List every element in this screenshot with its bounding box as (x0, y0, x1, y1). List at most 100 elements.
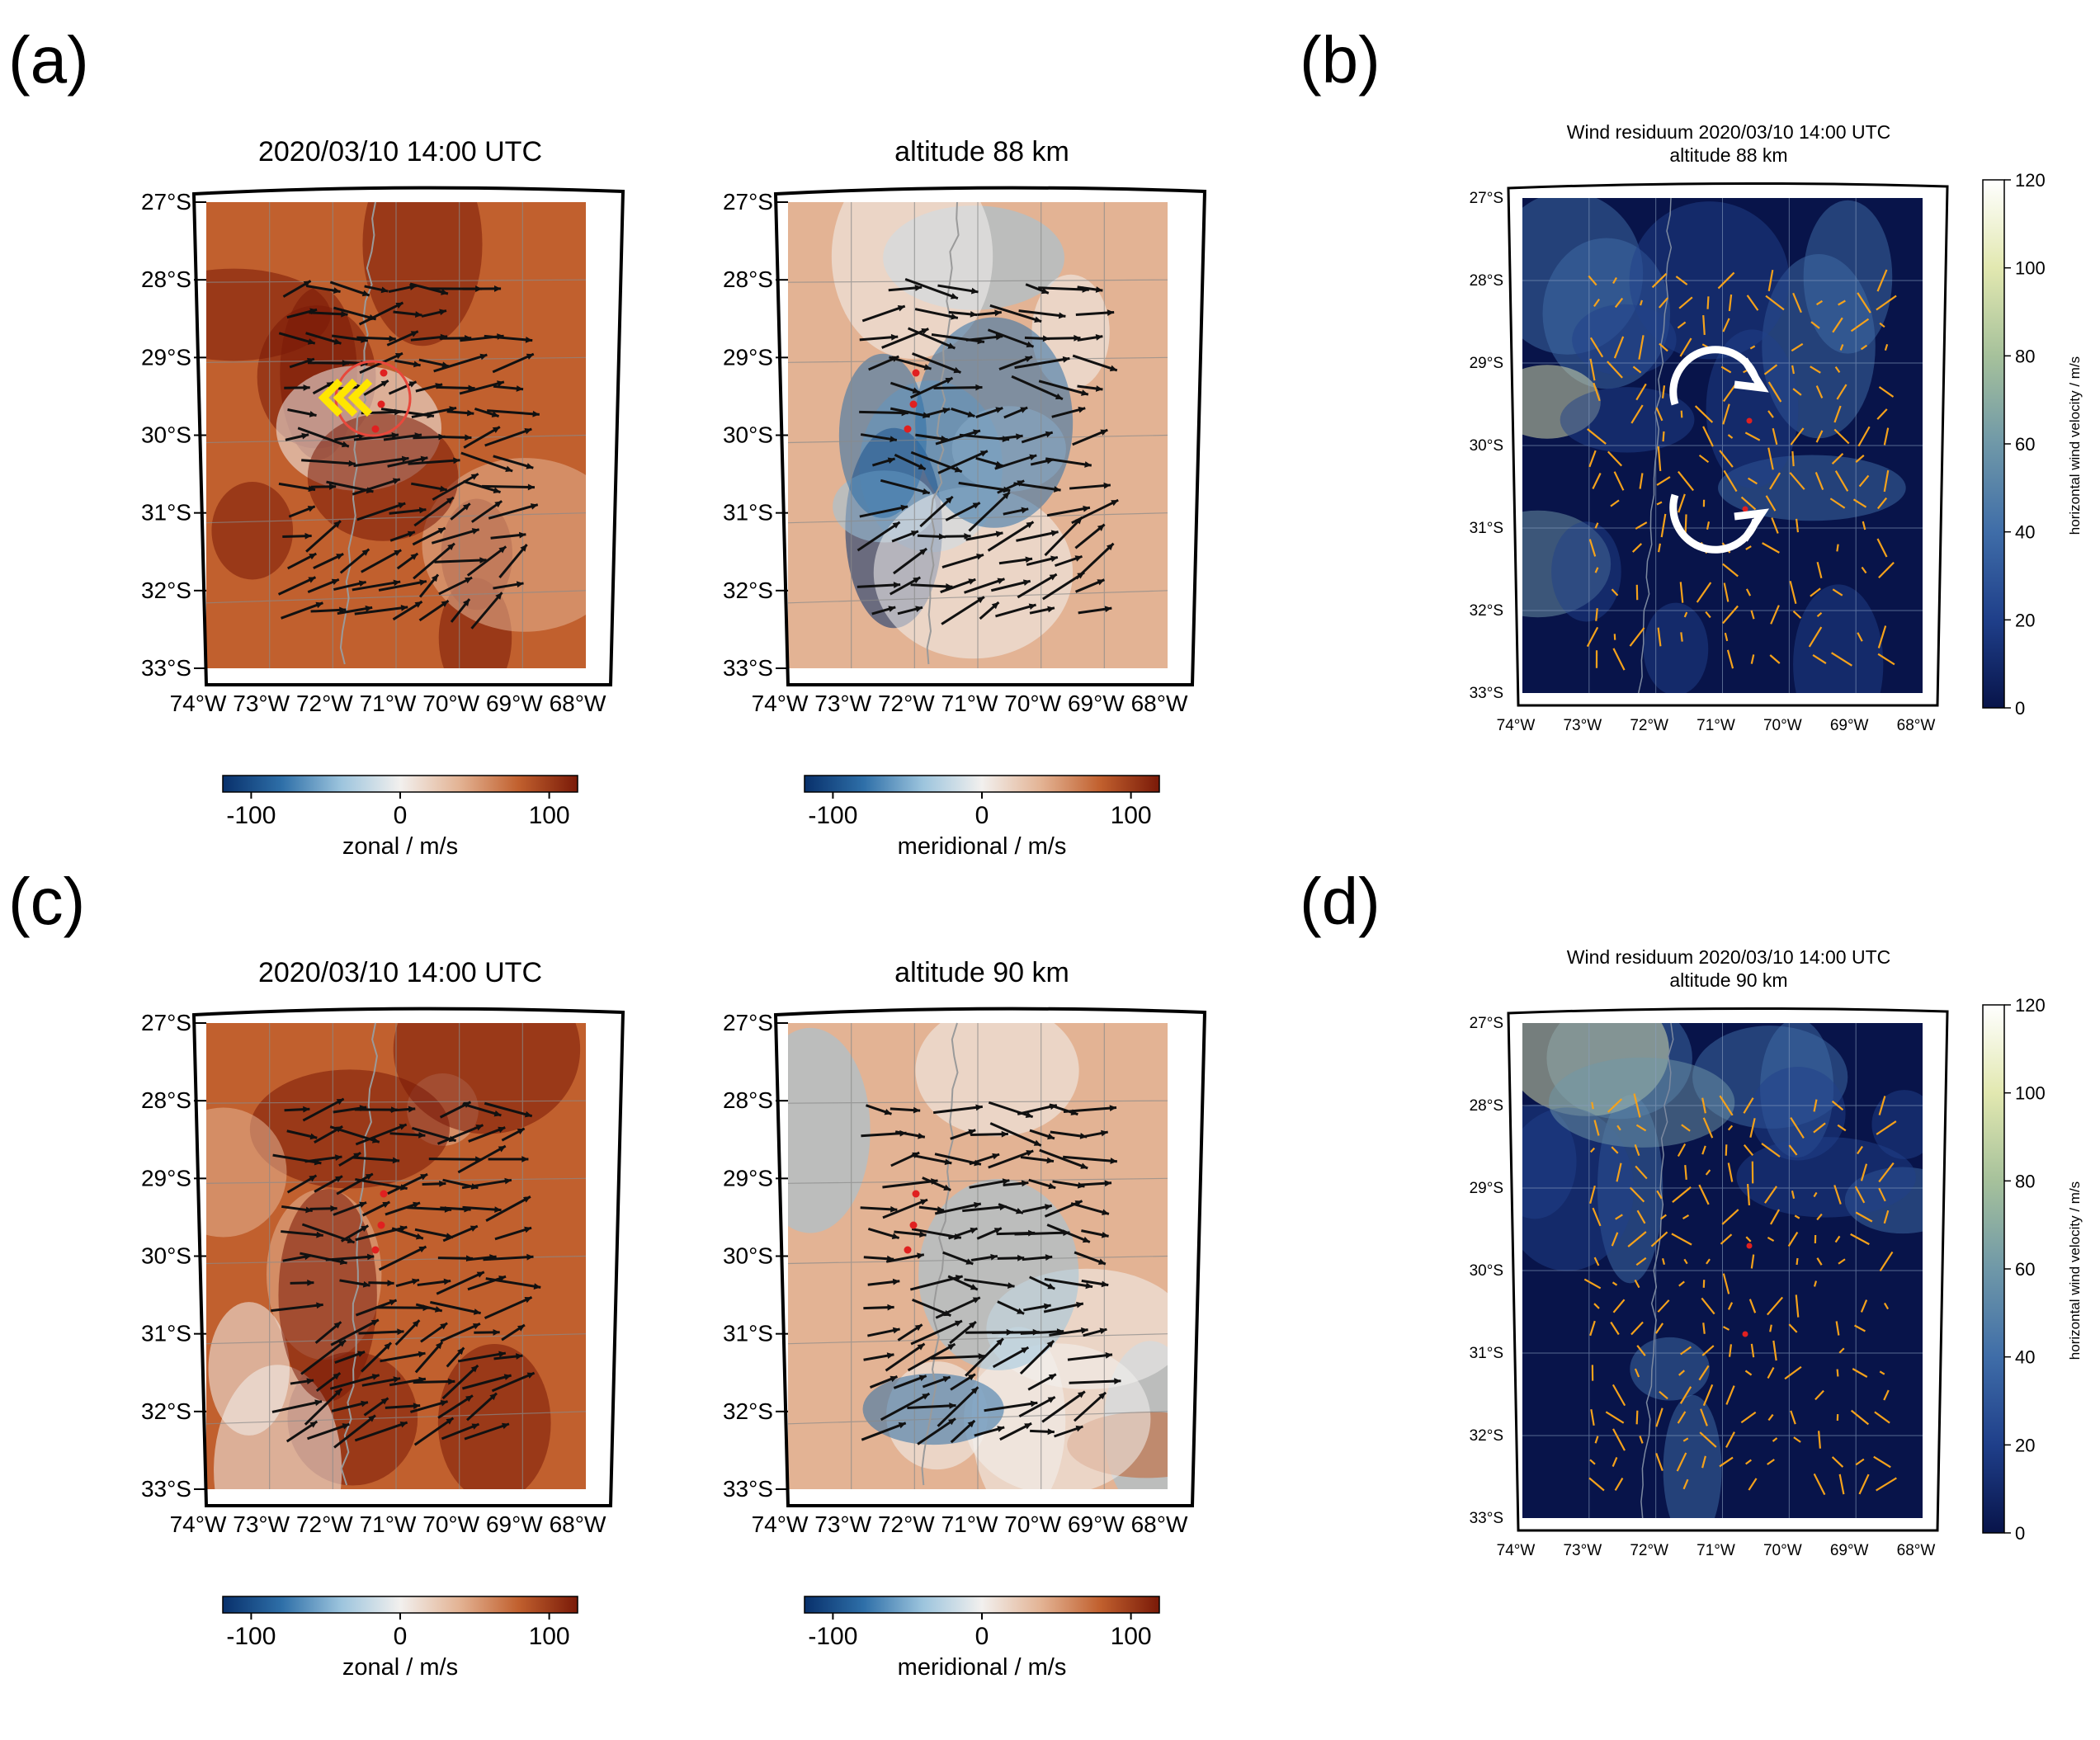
wind-arrow (437, 1124, 484, 1145)
wind-arrow (922, 1375, 951, 1389)
wind-arrow (468, 1126, 506, 1143)
residual-arrow (1723, 469, 1738, 493)
wind-arrow (1039, 1148, 1088, 1170)
residual-arrow (1879, 1251, 1894, 1272)
lon-tick-label: 72°W (1630, 717, 1668, 734)
wind-arrow (894, 1130, 926, 1139)
colorbar (222, 775, 578, 793)
colorbar-tick-label: 0 (2015, 1523, 2025, 1544)
wind-arrow (1013, 482, 1061, 493)
residual-arrow (1727, 434, 1734, 439)
wind-arrow (935, 1296, 981, 1319)
residual-arrow (1592, 1207, 1602, 1227)
lat-tick-label: 29°S (1470, 1180, 1503, 1197)
residual-arrow (1616, 1162, 1622, 1182)
wind-arrow (948, 1227, 978, 1240)
residual-arrow (1591, 1101, 1594, 1110)
residual-arrow (1672, 1186, 1692, 1203)
wind-arrow (1082, 1129, 1108, 1139)
wind-arrow (329, 1374, 380, 1390)
wind-arrow (1027, 1373, 1057, 1391)
wind-arrow (988, 1101, 1034, 1119)
wind-arrow (997, 1300, 1025, 1315)
wind-arrow (969, 1153, 1000, 1166)
residual-arrow (1728, 294, 1733, 312)
residual-arrow (1722, 1326, 1730, 1331)
chevron-icon (318, 378, 343, 417)
residual-arrow (1607, 361, 1623, 379)
residual-arrow (1795, 1294, 1800, 1318)
wind-arrow (861, 304, 906, 323)
residual-arrow (1791, 365, 1795, 375)
wind-arrow (413, 496, 455, 527)
wind-arrow (492, 352, 535, 374)
residual-arrow (1854, 1324, 1866, 1332)
wind-arrow (1022, 1204, 1053, 1214)
wind-arrow (338, 1151, 361, 1167)
residual-arrow (1876, 269, 1888, 292)
residual-arrow (1749, 1118, 1756, 1138)
wind-arrow (432, 473, 479, 501)
residual-arrow (1794, 1214, 1800, 1219)
wind-arrow (356, 502, 406, 521)
residual-arrow (1836, 544, 1839, 552)
lat-tick-label: 28°S (1470, 272, 1503, 290)
wind-arrow (282, 280, 312, 298)
wind-arrow (860, 1205, 898, 1213)
residual-arrow (1816, 1213, 1823, 1221)
residual-arrow (1638, 335, 1645, 360)
colorbar (1982, 179, 2005, 709)
wind-arrow (417, 1278, 451, 1287)
wind-arrow (1046, 334, 1081, 342)
residual-arrow (1725, 1431, 1735, 1448)
wind-arrow (487, 409, 540, 417)
residual-arrow (1720, 365, 1732, 374)
residual-arrow (1720, 1233, 1733, 1245)
residual-arrow (1639, 1436, 1644, 1444)
wind-arrow (965, 1337, 1004, 1377)
wind-arrow (484, 1295, 533, 1320)
residual-arrow (1655, 407, 1663, 422)
lat-tick-label: 27°S (723, 189, 773, 215)
wind-arrow (888, 285, 923, 292)
wind-arrow (1018, 309, 1066, 319)
wind-arrow (987, 521, 1035, 552)
residual-arrow (1746, 295, 1759, 311)
residual-arrow (1607, 450, 1623, 467)
lat-tick-label: 31°S (723, 500, 773, 526)
wind-arrow (309, 1205, 337, 1212)
residual-arrow (1854, 1186, 1866, 1204)
wind-arrow (904, 277, 959, 300)
residual-arrow (1589, 337, 1604, 358)
wind-arrow (1081, 1229, 1109, 1238)
wind-arrow (362, 1200, 390, 1217)
wind-arrow (314, 1175, 343, 1193)
residual-arrow (1680, 1346, 1692, 1356)
colorbar-tick-label: 100 (529, 802, 570, 829)
wind-arrow (287, 552, 317, 570)
residual-blob (1548, 1057, 1735, 1148)
wind-arrow (310, 606, 347, 614)
residual-arrow (1860, 1163, 1868, 1181)
residual-arrow (1862, 521, 1866, 530)
wind-arrow (394, 359, 421, 368)
residual-arrow (1593, 382, 1601, 402)
lon-tick-label: 74°W (170, 691, 227, 716)
arrowhead-icon (1734, 508, 1770, 542)
wind-arrow (1019, 1339, 1055, 1375)
lon-tick-label: 70°W (1763, 717, 1802, 734)
residual-arrow (1612, 1299, 1626, 1313)
residual-arrow (1769, 472, 1781, 490)
wind-arrow (352, 579, 401, 592)
wind-arrow (1023, 1303, 1051, 1312)
lon-tick-label: 69°W (486, 691, 543, 716)
wind-arrow (450, 598, 471, 623)
station-marker (904, 1246, 912, 1254)
residual-arrow (1677, 1411, 1687, 1424)
wind-arrow (353, 431, 399, 441)
wind-arrow (1025, 283, 1050, 295)
residual-arrow (1762, 542, 1780, 554)
wind-arrow (1081, 1279, 1109, 1288)
field-blob (206, 1107, 287, 1238)
residual-arrow (1629, 627, 1645, 647)
